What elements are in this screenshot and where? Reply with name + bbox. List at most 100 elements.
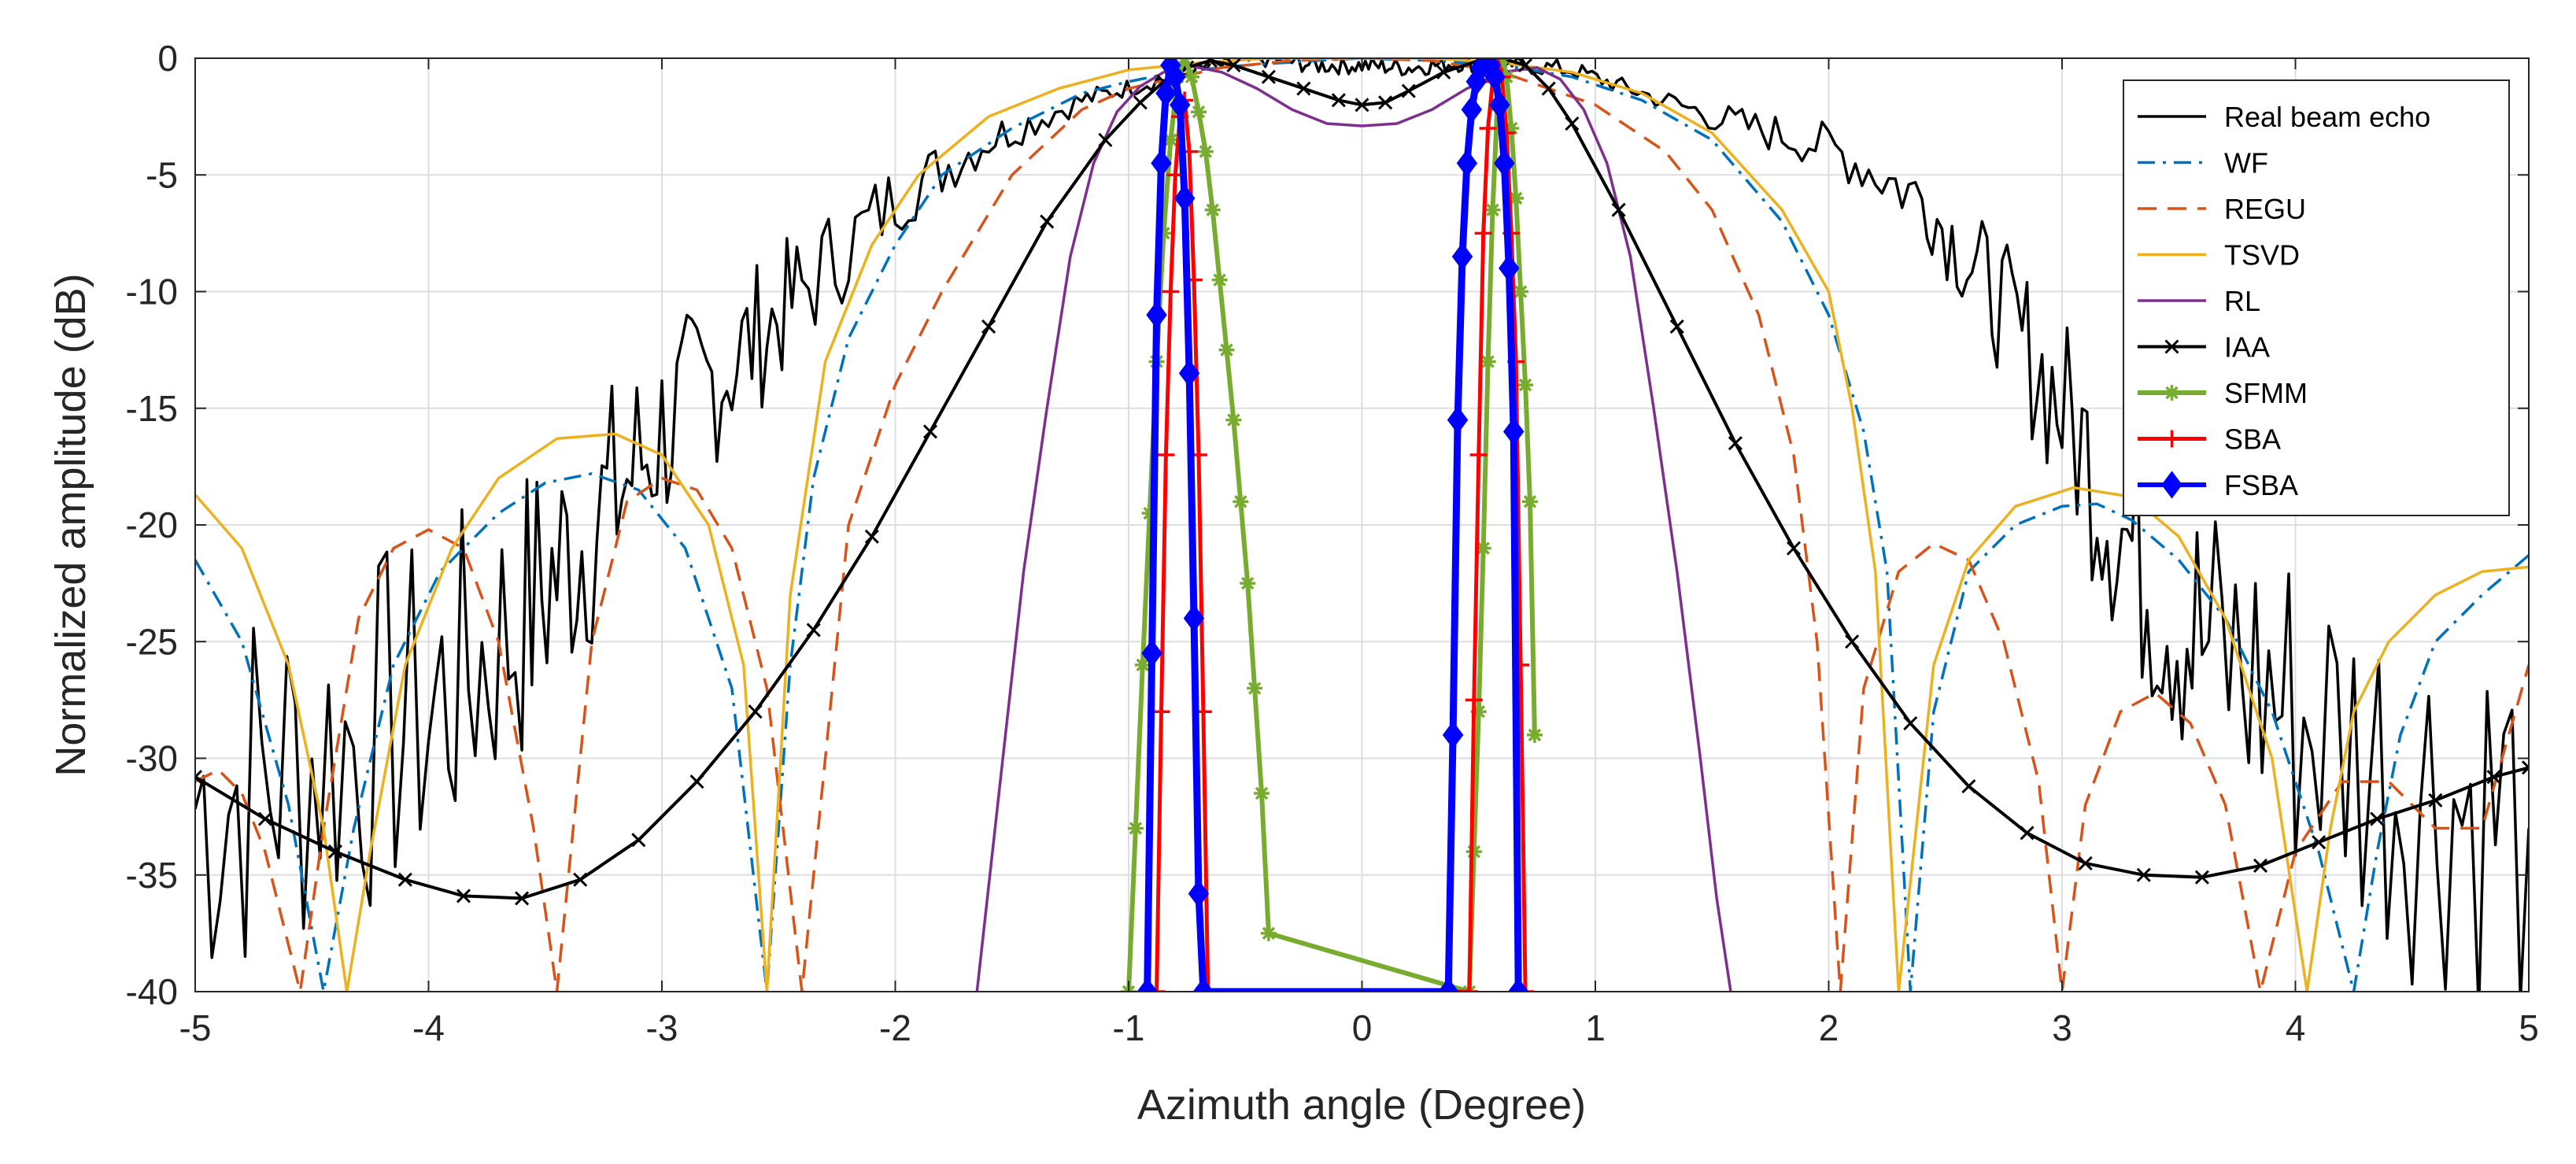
data-point (456, 889, 471, 903)
data-point (1331, 93, 1346, 108)
series-line-real-beam-echo (195, 58, 2529, 992)
y-tick-label: -25 (126, 621, 178, 662)
data-point (1541, 81, 1556, 96)
data-point (1401, 83, 1416, 98)
data-point (2486, 770, 2501, 785)
data-point (1254, 785, 1270, 801)
data-point (1502, 417, 1525, 446)
data-point (257, 811, 273, 826)
data-point (1465, 691, 1483, 709)
data-point (1460, 983, 1478, 992)
data-point (1218, 342, 1235, 358)
data-point (1225, 412, 1242, 428)
data-point (1155, 79, 1177, 108)
x-tick-label: -2 (879, 1007, 911, 1048)
data-point (1461, 95, 1483, 124)
data-point (1442, 721, 1464, 749)
data-point (2194, 870, 2209, 885)
y-tick-label: -35 (126, 855, 178, 896)
data-point (1447, 405, 1469, 434)
data-point (1480, 353, 1496, 370)
data-point (748, 704, 763, 719)
data-point (1184, 68, 1200, 85)
data-point (1141, 505, 1158, 522)
data-point (922, 424, 938, 439)
data-point (1517, 58, 1533, 72)
data-point (1470, 704, 1487, 720)
legend-marker (2164, 385, 2180, 401)
data-point (1155, 225, 1172, 242)
series-layer (195, 58, 2529, 992)
data-point (2370, 811, 2385, 826)
data-point (1479, 119, 1497, 137)
data-point (1169, 91, 1191, 119)
data-point (1203, 58, 1218, 68)
y-axis-label: Normalized amplitude (dB) (47, 273, 94, 776)
data-point (1190, 104, 1207, 120)
x-tick-label: -4 (412, 1007, 445, 1048)
legend-label: SFMM (2224, 377, 2308, 409)
data-point (1127, 820, 1144, 837)
data-point (981, 319, 996, 334)
data-point (1133, 95, 1148, 110)
data-point (1436, 65, 1451, 79)
legend-label: IAA (2224, 331, 2270, 364)
data-point (689, 774, 704, 789)
data-point (2521, 760, 2529, 775)
legend-label: TSVD (2224, 239, 2300, 272)
x-tick-labels: -5 -4 -3 -2 -1 0 1 2 3 4 5 (179, 1007, 2539, 1048)
data-point (1040, 214, 1055, 229)
data-point (1474, 224, 1492, 242)
data-point (1197, 143, 1214, 160)
legend-label: SBA (2224, 423, 2281, 456)
y-tick-label: 0 (157, 38, 178, 79)
data-point (1240, 575, 1256, 592)
x-tick-label: -1 (1113, 1007, 1145, 1048)
data-point (1211, 272, 1228, 288)
data-point (1437, 977, 1459, 992)
data-point (1517, 983, 1535, 992)
data-point (1565, 116, 1580, 131)
data-point (1503, 120, 1520, 136)
x-tick-label: -5 (179, 1007, 212, 1048)
data-point (1499, 254, 1520, 283)
x-tick-label: -3 (646, 1007, 678, 1048)
data-point (1378, 95, 1393, 110)
data-point (1507, 977, 1529, 992)
data-point (1961, 779, 1976, 794)
series-line-regu (195, 58, 2529, 992)
ticks (194, 57, 2530, 992)
data-point (1151, 149, 1172, 178)
data-point (2078, 855, 2093, 870)
data-point (1183, 604, 1205, 633)
y-tick-label: -5 (146, 154, 178, 195)
data-point (1355, 98, 1369, 113)
data-point (515, 891, 530, 906)
data-point (1903, 715, 1918, 731)
data-point (1173, 184, 1196, 212)
data-point (1148, 983, 1166, 992)
data-point (1845, 634, 1860, 649)
data-point (1517, 377, 1534, 394)
data-point (2253, 858, 2268, 873)
series-line-tsvd (195, 58, 2529, 992)
data-point (1247, 680, 1263, 697)
x-tick-label: 2 (1819, 1007, 1839, 1048)
series-line-sfmm (1126, 58, 1537, 992)
legend: Real beam echo WF REGU TSVD RL IAA SFMM SBA FSBA (2123, 79, 2510, 516)
data-point (1157, 446, 1175, 464)
y-tick-label: -15 (126, 388, 178, 429)
x-tick-label: 1 (1585, 1007, 1606, 1048)
data-point (1261, 69, 1276, 84)
x-tick-label: 3 (2052, 1007, 2072, 1048)
legend-label: FSBA (2224, 469, 2298, 501)
x-axis-label: Azimuth angle (Degree) (1137, 1081, 1586, 1129)
data-point (1456, 149, 1478, 178)
data-point (1475, 540, 1491, 556)
data-point (2312, 835, 2327, 850)
legend-label: Real beam echo (2224, 101, 2430, 133)
legend-marker (2163, 430, 2181, 448)
data-point (1669, 319, 1684, 334)
data-point (1152, 703, 1170, 721)
